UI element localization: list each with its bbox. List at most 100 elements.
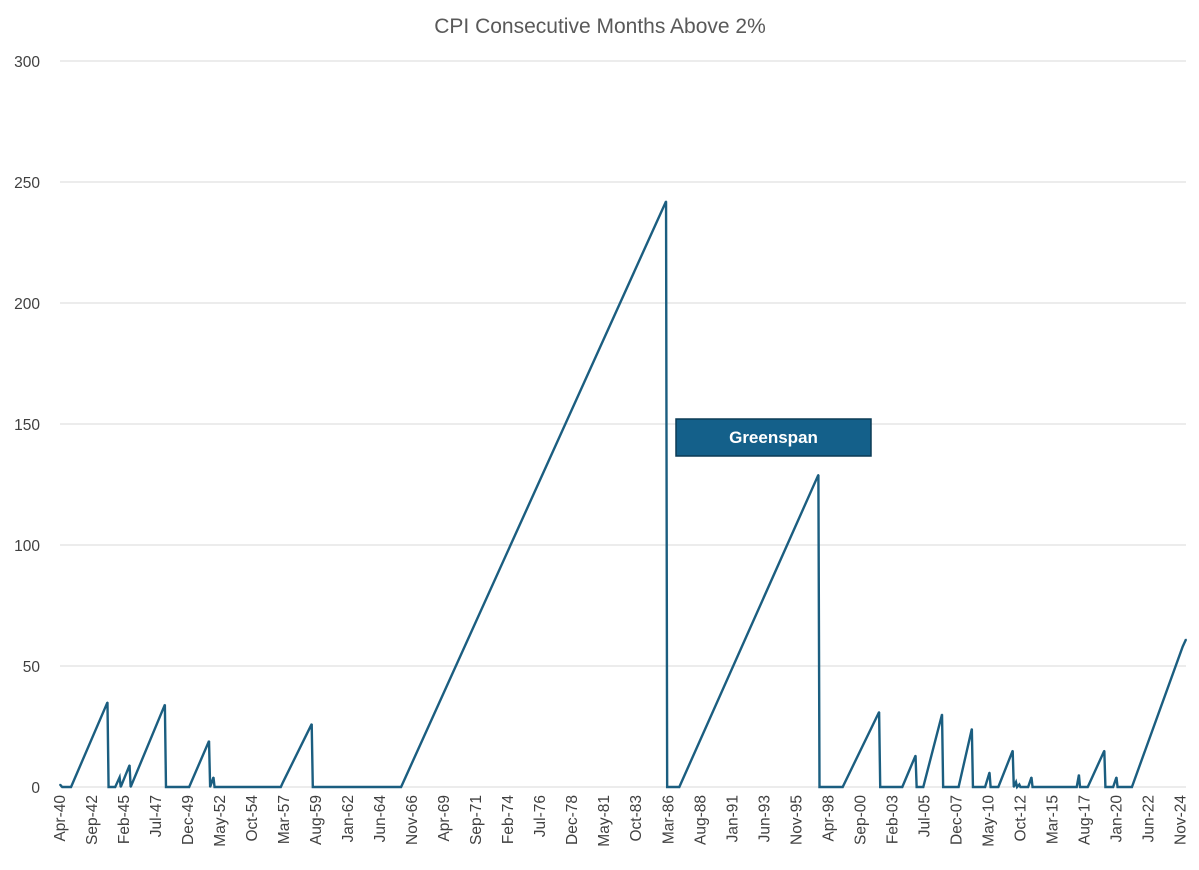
data-point (164, 703, 166, 706)
data-point (114, 786, 116, 788)
x-tick-label: Jun-22 (1140, 795, 1157, 842)
x-tick-label: Nov-24 (1172, 795, 1189, 845)
x-tick-label: Feb-03 (884, 795, 901, 844)
data-point (70, 786, 72, 788)
data-point (942, 786, 944, 788)
data-point (997, 786, 1000, 788)
data-point (188, 786, 190, 788)
x-tick-label: Nov-95 (788, 795, 805, 845)
y-axis-tick-labels: 0 50 100 150 200 250 300 (14, 54, 40, 797)
x-tick-label: Feb-45 (116, 795, 133, 844)
data-point (984, 786, 986, 788)
data-point (59, 783, 61, 786)
data-point (915, 786, 918, 788)
data-point (941, 713, 943, 716)
data-point (1016, 786, 1018, 788)
data-point (118, 776, 121, 779)
data-point (213, 786, 216, 788)
data-point (665, 200, 667, 203)
x-tick-label: Jul-05 (916, 795, 933, 837)
data-point (817, 474, 820, 476)
x-tick-label: Aug-88 (692, 795, 709, 845)
y-tick-label: 150 (14, 417, 40, 434)
x-tick-label: Dec-78 (564, 795, 581, 845)
x-tick-label: May-52 (212, 795, 229, 847)
x-tick-label: Dec-07 (948, 795, 965, 845)
x-tick-label: May-81 (596, 795, 613, 847)
data-point (971, 728, 973, 730)
data-point (128, 764, 131, 767)
data-point (841, 786, 844, 788)
x-tick-label: Mar-57 (276, 795, 293, 844)
data-point (1018, 783, 1021, 786)
data-point (400, 786, 402, 788)
annotation-box (675, 418, 872, 457)
annotation-greenspan: Greenspan (675, 418, 872, 457)
x-tick-label: Aug-59 (308, 795, 325, 845)
data-point (129, 786, 132, 788)
data-point (1078, 774, 1080, 776)
annotation-label: Greenspan (729, 428, 818, 447)
data-point (914, 754, 917, 757)
x-tick-label: Apr-40 (52, 795, 69, 842)
y-tick-label: 0 (31, 780, 40, 797)
x-tick-label: Oct-83 (628, 795, 645, 842)
x-tick-label: Mar-15 (1044, 795, 1061, 844)
gridlines (60, 60, 1186, 788)
data-point (212, 776, 215, 779)
data-point (1185, 638, 1187, 641)
data-point (957, 786, 960, 788)
data-point (61, 786, 64, 788)
x-tick-label: Jul-47 (148, 795, 165, 837)
y-tick-label: 50 (23, 659, 41, 676)
data-point (878, 711, 880, 713)
data-point (279, 786, 282, 788)
x-tick-label: Feb-74 (500, 795, 517, 844)
series-line (59, 200, 1188, 790)
data-point (922, 786, 925, 788)
data-point (1079, 786, 1081, 788)
x-tick-label: May-10 (980, 795, 997, 847)
data-point (119, 786, 122, 788)
data-point (901, 786, 904, 788)
data-point (1031, 786, 1034, 788)
data-point (1075, 786, 1078, 788)
x-tick-label: Aug-17 (1076, 795, 1093, 845)
x-tick-label: Apr-69 (436, 795, 453, 842)
data-point (972, 786, 974, 788)
data-point (165, 786, 167, 788)
data-point (666, 786, 668, 788)
data-point (282, 781, 284, 783)
y-tick-label: 200 (14, 296, 40, 313)
data-point (1131, 786, 1133, 788)
data-point (1116, 786, 1119, 788)
chart-title: CPI Consecutive Months Above 2% (434, 15, 766, 38)
data-point (818, 786, 821, 788)
x-tick-label: Apr-98 (820, 795, 837, 842)
x-tick-label: Sep-00 (852, 795, 869, 845)
x-tick-label: Jan-91 (724, 795, 741, 842)
data-point (989, 786, 992, 788)
data-point (1103, 749, 1106, 752)
data-point (988, 771, 991, 774)
x-tick-label: Nov-66 (404, 795, 421, 845)
data-point (209, 786, 211, 788)
data-point (1115, 776, 1118, 779)
data-point (1104, 786, 1107, 788)
data-point (106, 701, 109, 704)
data-point (879, 786, 882, 788)
x-tick-label: Jul-76 (532, 795, 549, 837)
x-tick-label: Jun-64 (372, 795, 389, 843)
x-tick-label: Oct-12 (1012, 795, 1029, 842)
data-point (1019, 786, 1022, 788)
data-point (1086, 786, 1089, 788)
y-tick-label: 300 (14, 54, 40, 71)
data-point (107, 786, 110, 788)
x-tick-label: Mar-86 (660, 795, 677, 844)
x-axis-tick-labels: Apr-40 Sep-42 Feb-45 Jul-47 Dec-49 May-52 Oct-… (52, 795, 1189, 847)
y-tick-label: 100 (14, 538, 40, 555)
data-point (1181, 645, 1184, 648)
x-tick-label: Dec-49 (180, 795, 197, 845)
y-tick-label: 250 (14, 175, 40, 192)
